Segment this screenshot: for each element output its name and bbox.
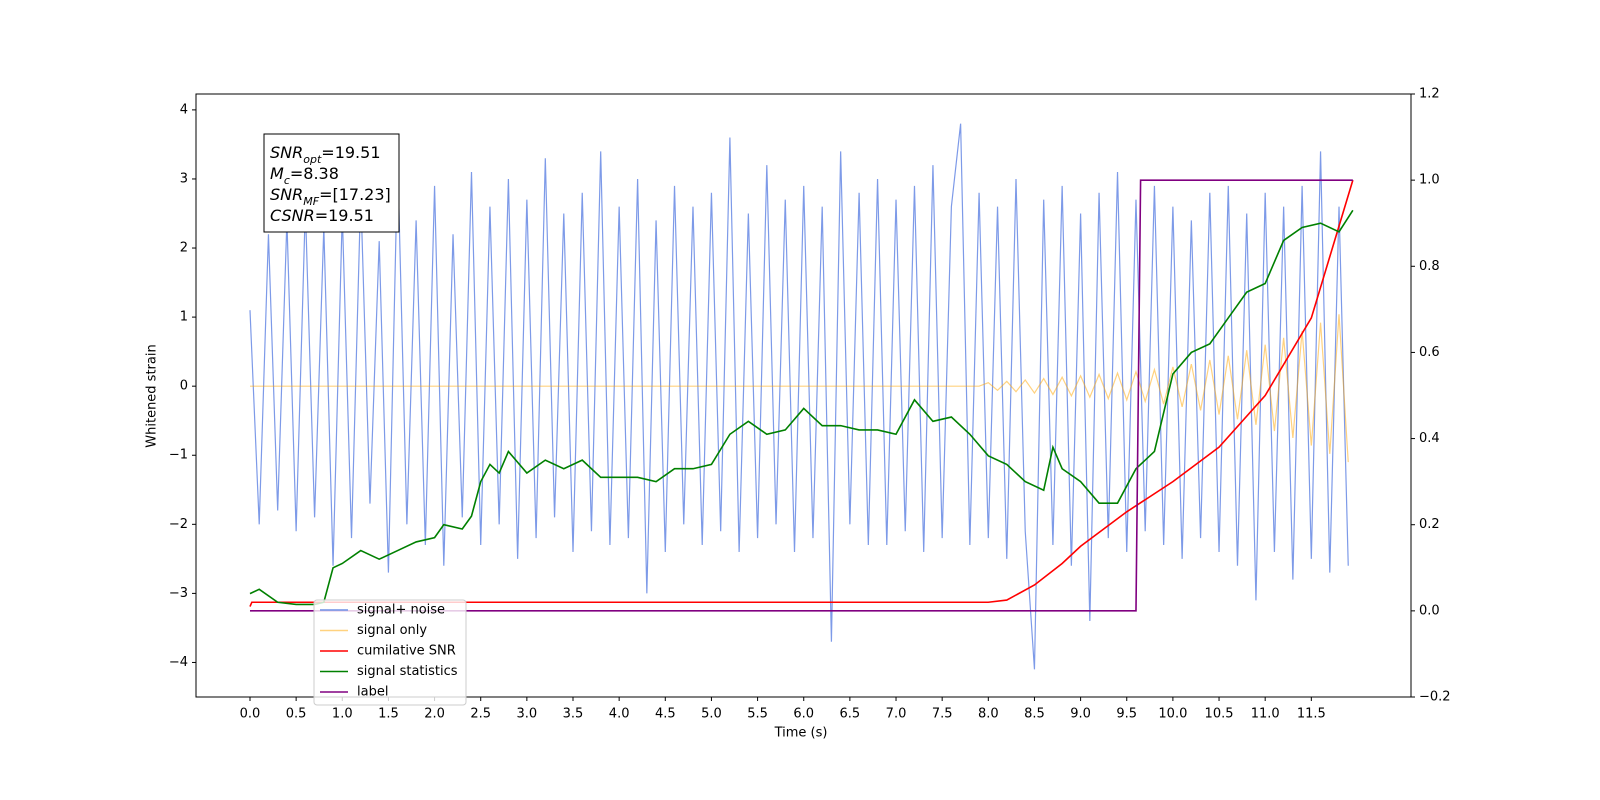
series-line <box>249 179 1353 612</box>
legend-box <box>313 599 467 706</box>
x-tick-label: 8.5 <box>1024 707 1045 722</box>
legend-label: signal+ noise <box>357 603 445 618</box>
x-tick-label: 6.0 <box>793 707 814 722</box>
y-tick-label: 4 <box>180 102 188 117</box>
y-tick-label: 0 <box>180 379 188 394</box>
x-tick-label: 0.0 <box>240 707 261 722</box>
x-tick-label: 4.0 <box>609 707 630 722</box>
annotation-name: M <box>270 164 284 183</box>
y-tick-label: −1 <box>169 448 188 463</box>
y2-tick-label: 1.2 <box>1419 87 1440 102</box>
plot-frame <box>195 93 1412 698</box>
y2-tick-label: 1.0 <box>1419 173 1440 188</box>
x-tick-label: 1.5 <box>378 707 399 722</box>
y-tick-label: 3 <box>180 171 188 186</box>
annotation: SNRopt=19.51 <box>270 143 381 166</box>
legend-label: signal only <box>357 623 427 638</box>
annotation-name: SNR <box>270 185 303 204</box>
annotation: CSNR=19.51 <box>270 206 374 225</box>
x-tick-label: 5.5 <box>747 707 768 722</box>
annotation: SNRMF=[17.23] <box>270 185 391 208</box>
legend-label: label <box>357 685 388 700</box>
annotation-box <box>263 133 400 233</box>
y2-tick-label: −0.2 <box>1419 690 1451 705</box>
x-tick-label: 3.0 <box>517 707 538 722</box>
annotation-sub: c <box>284 174 290 187</box>
annotation-sub: opt <box>303 153 322 166</box>
x-tick-label: 11.5 <box>1297 707 1326 722</box>
x-tick-label: 4.5 <box>655 707 676 722</box>
series-line <box>249 314 1349 463</box>
y2-tick-label: 0.8 <box>1419 259 1440 274</box>
annotation-name: CSNR <box>270 206 315 225</box>
annotation-text: =8.38 <box>290 164 339 183</box>
series-line <box>249 179 1354 607</box>
x-tick-label: 5.0 <box>701 707 722 722</box>
x-tick-label: 0.5 <box>286 707 307 722</box>
x-tick-label: 9.0 <box>1070 707 1091 722</box>
annotation-name: SNR <box>270 143 303 162</box>
x-tick-label: 9.5 <box>1116 707 1137 722</box>
x-tick-label: 10.5 <box>1205 707 1234 722</box>
y-tick-label: 1 <box>180 310 188 325</box>
series-line <box>249 209 1354 606</box>
legend-label: signal statistics <box>357 664 458 679</box>
y2-tick-label: 0.2 <box>1419 517 1440 532</box>
annotation-sub: MF <box>303 195 319 208</box>
x-tick-label: 11.0 <box>1251 707 1280 722</box>
series-line <box>249 123 1349 670</box>
annotation-text: =19.51 <box>321 143 380 162</box>
x-tick-label: 10.0 <box>1158 707 1187 722</box>
annotation: Mc=8.38 <box>270 164 339 187</box>
x-tick-label: 3.5 <box>563 707 584 722</box>
x-axis-label: Time (s) <box>774 726 828 741</box>
annotation-text: =19.51 <box>315 206 374 225</box>
annotation-text: =[17.23] <box>319 185 391 204</box>
y-tick-label: 2 <box>180 241 188 256</box>
x-tick-label: 7.0 <box>886 707 907 722</box>
y-tick-label: −2 <box>169 517 188 532</box>
x-tick-label: 8.0 <box>978 707 999 722</box>
y2-tick-label: 0.0 <box>1419 603 1440 618</box>
legend-label: cumilative SNR <box>357 644 456 659</box>
x-tick-label: 1.0 <box>332 707 353 722</box>
x-tick-label: 2.5 <box>470 707 491 722</box>
y2-tick-label: 0.4 <box>1419 431 1440 446</box>
y-tick-label: −4 <box>169 655 188 670</box>
x-tick-label: 6.5 <box>840 707 861 722</box>
y-tick-label: −3 <box>169 586 188 601</box>
x-tick-label: 2.0 <box>424 707 445 722</box>
y2-tick-label: 0.6 <box>1419 345 1440 360</box>
y-axis-label: Whitened strain <box>145 344 160 447</box>
x-tick-label: 7.5 <box>932 707 953 722</box>
